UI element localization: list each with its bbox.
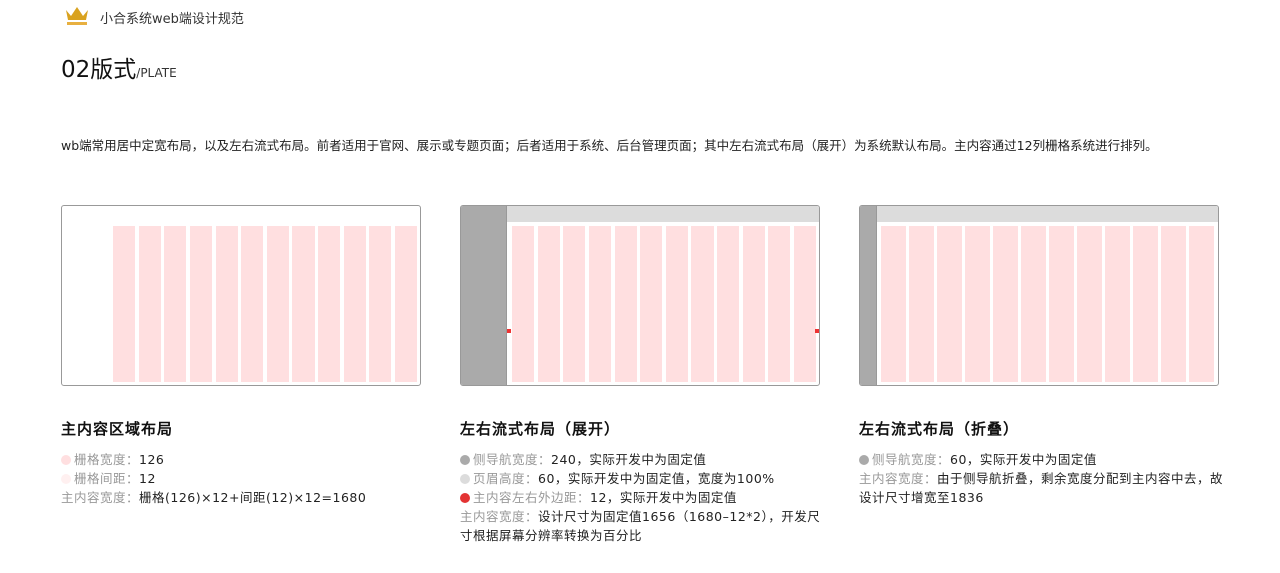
- crown-logo: [66, 7, 88, 25]
- spec-key: 主内容宽度：: [61, 490, 140, 505]
- spec-item: 侧导航宽度：240，实际开发中为固定值: [460, 450, 830, 469]
- spec-key: 页眉高度：: [473, 471, 539, 486]
- grid-column: [614, 226, 637, 382]
- grid-column: [768, 226, 791, 382]
- app-title: 小合系统web端设计规范: [100, 12, 244, 27]
- grid-column: [909, 226, 934, 382]
- grid-column: [1133, 226, 1158, 382]
- layout-diagram-collapsed: [859, 205, 1219, 386]
- spec-key: 主内容宽度：: [859, 471, 938, 486]
- grid-column: [369, 226, 392, 382]
- color-dot-icon: [460, 493, 470, 503]
- grid-column: [793, 226, 816, 382]
- spec-value: 由于侧导航折叠，剩余宽度分配到主内容中去，故设计尺寸增宽至1836: [859, 471, 1224, 505]
- layout-specs: 栅格宽度：126 栅格间距：12 主内容宽度：栅格(126)×12+间距(12)×1…: [61, 450, 421, 507]
- grid-column: [993, 226, 1018, 382]
- grid-column: [164, 226, 187, 382]
- spec-value: 240，实际开发中为固定值: [551, 452, 707, 467]
- page-title: 02版式/PLATE: [61, 57, 177, 83]
- grid-column: [1189, 226, 1214, 382]
- grid-column: [965, 226, 990, 382]
- grid-column: [1021, 226, 1046, 382]
- spec-value: 栅格(126)×12+间距(12)×12=1680: [139, 490, 367, 505]
- layout-specs: 侧导航宽度：240，实际开发中为固定值 页眉高度：60，实际开发中为固定值，宽度为…: [460, 450, 830, 545]
- spec-item: 主内容宽度：设计尺寸为固定值1656（1680–12*2），开发尺寸根据屏幕分辨…: [460, 507, 830, 545]
- spec-item: 栅格间距：12: [61, 469, 421, 488]
- grid-column: [588, 226, 611, 382]
- layout-diagram-centered: [61, 205, 421, 386]
- grid-column: [512, 226, 535, 382]
- layout-caption: 左右流式布局（折叠）: [859, 420, 1020, 438]
- grid-column: [394, 226, 417, 382]
- spec-item: 页眉高度：60，实际开发中为固定值，宽度为100%: [460, 469, 830, 488]
- grid-column: [113, 226, 136, 382]
- grid-column: [881, 226, 906, 382]
- grid-column: [241, 226, 264, 382]
- grid-column: [691, 226, 714, 382]
- color-dot-icon: [859, 455, 869, 465]
- spec-item: 主内容宽度：栅格(126)×12+间距(12)×12=1680: [61, 488, 421, 507]
- layout-caption: 主内容区域布局: [61, 420, 174, 438]
- spec-value: 60，实际开发中为固定值: [950, 452, 1097, 467]
- grid-column: [266, 226, 289, 382]
- spec-key: 侧导航宽度：: [872, 452, 951, 467]
- grid-column: [563, 226, 586, 382]
- sidebar-block: [860, 206, 877, 385]
- grid-column: [318, 226, 341, 382]
- color-dot-icon: [61, 455, 71, 465]
- grid-column: [1161, 226, 1186, 382]
- grid-column: [742, 226, 765, 382]
- spec-item: 侧导航宽度：60，实际开发中为固定值: [859, 450, 1229, 469]
- layout-specs: 侧导航宽度：60，实际开发中为固定值 主内容宽度：由于侧导航折叠，剩余宽度分配到主…: [859, 450, 1229, 507]
- grid-column: [1049, 226, 1074, 382]
- header-block: [507, 206, 819, 222]
- spec-key: 栅格间距：: [74, 471, 140, 486]
- color-dot-icon: [61, 474, 71, 484]
- margin-marker: [507, 329, 511, 333]
- grid-column: [717, 226, 740, 382]
- spec-value: 126: [139, 452, 165, 467]
- color-dot-icon: [460, 474, 470, 484]
- grid-column: [189, 226, 212, 382]
- header-block: [877, 206, 1218, 222]
- color-dot-icon: [460, 455, 470, 465]
- grid-column: [343, 226, 366, 382]
- grid-column: [215, 226, 238, 382]
- spec-key: 栅格宽度：: [74, 452, 140, 467]
- grid-column: [138, 226, 161, 382]
- margin-marker: [815, 329, 819, 333]
- layout-caption: 左右流式布局（展开）: [460, 420, 621, 438]
- grid-column: [292, 226, 315, 382]
- spec-item: 栅格宽度：126: [61, 450, 421, 469]
- layout-diagram-expanded: [460, 205, 820, 386]
- spec-key: 主内容左右外边距：: [473, 490, 591, 505]
- sidebar-block: [461, 206, 507, 385]
- grid-column: [1105, 226, 1130, 382]
- grid-column: [537, 226, 560, 382]
- spec-value: 设计尺寸为固定值1656（1680–12*2），开发尺寸根据屏幕分辨率转换为百分…: [460, 509, 821, 543]
- page-description: wb端常用居中定宽布局，以及左右流式布局。前者适用于官网、展示或专题页面；后者适…: [61, 138, 1158, 153]
- spec-value: 60，实际开发中为固定值，宽度为100%: [538, 471, 775, 486]
- spec-item: 主内容左右外边距：12，实际开发中为固定值: [460, 488, 830, 507]
- grid-column: [937, 226, 962, 382]
- spec-key: 主内容宽度：: [460, 509, 539, 524]
- grid-column: [665, 226, 688, 382]
- spec-item: 主内容宽度：由于侧导航折叠，剩余宽度分配到主内容中去，故设计尺寸增宽至1836: [859, 469, 1229, 507]
- spec-key: 侧导航宽度：: [473, 452, 552, 467]
- spec-value: 12: [139, 471, 156, 486]
- spec-value: 12，实际开发中为固定值: [590, 490, 737, 505]
- grid-column: [1077, 226, 1102, 382]
- grid-column: [640, 226, 663, 382]
